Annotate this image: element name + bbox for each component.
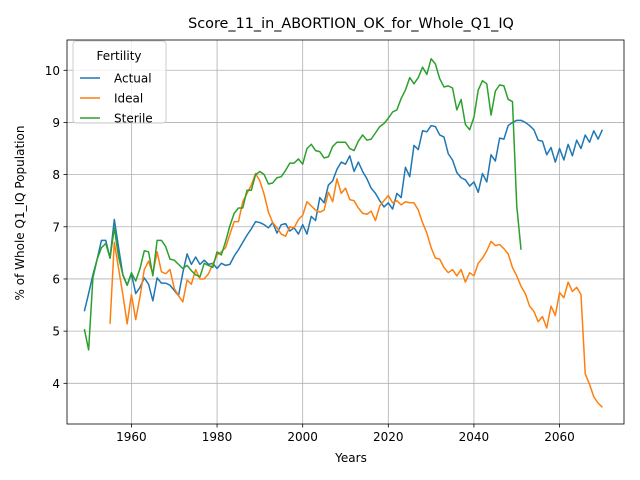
y-tick-label: 9 [52,116,60,130]
y-tick-label: 5 [52,325,60,339]
y-axis-label: % of Whole Q1_IQ Population [13,126,27,301]
series-line-ideal [109,172,603,408]
legend-box [72,40,167,124]
legend-title: Fertility [96,49,141,63]
x-tick-label: 2020 [373,430,404,444]
y-tick-label: 8 [52,168,60,182]
x-tick-label: 1980 [202,430,233,444]
series-line-sterile [83,58,522,351]
x-axis-label: Years [334,451,367,465]
legend-label-actual: Actual [114,72,152,86]
x-tick-label: 1960 [116,430,147,444]
chart-title: Score_11_in_ABORTION_OK_for_Whole_Q1_IQ [188,16,514,32]
y-tick-label: 7 [52,220,60,234]
legend-label-sterile: Sterile [114,112,153,126]
x-tick-label: 2040 [459,430,490,444]
y-tick-label: 10 [45,64,60,78]
legend-label-ideal: Ideal [114,92,143,106]
series-line-actual [83,119,604,312]
x-tick-label: 2000 [287,430,318,444]
x-tick-label: 2060 [544,430,575,444]
legend: Fertility Actual Ideal Sterile [72,40,167,126]
y-tick-label: 4 [52,377,60,391]
axes: 1960 1980 2000 2020 2040 2060 4 5 6 7 8 9 10 [45,64,575,444]
series-lines [83,58,604,408]
plot-frame [66,39,625,425]
y-tick-label: 6 [52,272,60,286]
